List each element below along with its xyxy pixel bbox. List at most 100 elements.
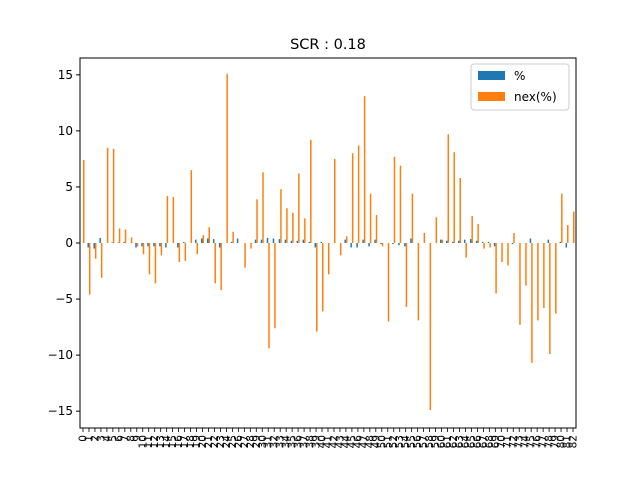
bar-nex-15	[172, 197, 175, 243]
bar-nex-31	[268, 243, 270, 349]
bar-nex-67	[483, 243, 485, 249]
x-tick-label: 16	[173, 435, 185, 449]
x-tick-label: 15	[167, 435, 179, 448]
legend-swatch-nex	[478, 92, 505, 101]
bar-nex-52	[393, 156, 396, 243]
bar-nex-12	[154, 243, 157, 284]
bar-nex-56	[417, 243, 420, 321]
bar-nex-36	[298, 173, 300, 243]
x-tick-label: 48	[364, 435, 376, 448]
legend-label-pct: %	[514, 69, 525, 83]
bar-pct-61	[446, 240, 448, 243]
bar-nex-46	[357, 145, 360, 243]
bar-nex-66	[477, 223, 479, 243]
bar-nex-27	[244, 243, 246, 268]
y-axis: −15 −10 −5 0 5 10 15	[48, 68, 80, 418]
bar-nex-41	[328, 243, 330, 275]
bar-nex-3	[100, 243, 103, 278]
bar-pct-21	[206, 238, 209, 243]
x-tick-label: 64	[460, 435, 472, 449]
x-tick-label: 3	[95, 435, 107, 442]
x-tick-label: 56	[412, 435, 424, 449]
bar-pct-72	[511, 243, 514, 245]
bar-pct-39	[314, 243, 317, 248]
x-tick-label: 12	[149, 435, 161, 448]
bar-pct-30	[260, 239, 263, 243]
y-tick-label: −15	[48, 404, 73, 418]
bar-pct-54	[404, 243, 406, 247]
x-axis: 0123456789101112131415161718192021222324…	[77, 428, 580, 449]
bar-pct-35	[290, 240, 293, 243]
x-tick-label: 18	[185, 435, 197, 448]
bar-pct-80	[559, 241, 562, 243]
bar-nex-68	[489, 243, 491, 248]
x-tick-label: 6	[113, 435, 125, 442]
bar-nex-62	[453, 152, 455, 243]
x-tick-label: 19	[191, 435, 203, 448]
x-tick-label: 25	[227, 435, 239, 448]
x-tick-label: 46	[352, 435, 364, 449]
bar-pct-14	[165, 243, 167, 248]
bar-pct-66	[475, 240, 478, 243]
bar-pct-19	[195, 239, 197, 243]
plot-frame	[79, 57, 577, 429]
y-tick-label: 5	[65, 180, 73, 194]
bar-pct-9	[135, 243, 137, 248]
x-tick-label: 55	[406, 435, 418, 448]
bar-nex-71	[507, 243, 509, 266]
bar-pct-53	[398, 243, 400, 246]
x-tick-label: 43	[334, 435, 346, 448]
bar-nex-40	[322, 243, 324, 312]
bar-nex-49	[375, 214, 378, 243]
bar-pct-26	[236, 238, 239, 243]
x-tick-label: 61	[442, 435, 454, 448]
x-tick-label: 8	[125, 435, 137, 442]
bar-nex-54	[405, 243, 408, 307]
y-tick-label: 0	[65, 236, 73, 250]
x-tick-label: 20	[197, 435, 209, 448]
bar-nex-18	[190, 170, 193, 243]
bar-nex-72	[513, 232, 515, 243]
bar-nex-29	[256, 199, 258, 243]
bar-nex-59	[435, 217, 438, 243]
y-tick-label: 10	[58, 124, 73, 138]
bar-pct-69	[493, 243, 496, 247]
bar-nex-70	[501, 243, 503, 263]
bar-pct-5	[111, 242, 113, 243]
bar-nex-14	[166, 195, 169, 243]
x-tick-label: 66	[472, 435, 484, 449]
bar-nex-37	[304, 218, 306, 243]
bar-nex-19	[196, 243, 199, 255]
bar-pct-33	[278, 239, 281, 243]
x-tick-label: 73	[514, 435, 526, 448]
bar-nex-4	[106, 147, 109, 243]
x-tick-label: 60	[436, 435, 448, 448]
x-tick-label: 0	[77, 435, 89, 442]
bars-group	[82, 73, 575, 411]
bar-pct-11	[147, 243, 149, 247]
x-tick-label: 45	[346, 435, 358, 448]
x-tick-label: 68	[484, 435, 496, 448]
bar-pct-6	[117, 242, 119, 243]
bar-nex-81	[567, 225, 569, 243]
x-tick-label: 11	[143, 435, 155, 448]
bar-pct-48	[368, 243, 370, 247]
bar-pct-75	[529, 238, 532, 243]
bar-pct-1	[87, 243, 89, 248]
y-tick-label: −5	[55, 292, 73, 306]
bar-nex-77	[543, 243, 545, 309]
x-tick-label: 44	[340, 435, 352, 449]
bar-pct-64	[463, 239, 466, 243]
bar-nex-42	[333, 158, 336, 243]
x-tick-label: 69	[490, 435, 502, 448]
bar-nex-21	[208, 227, 210, 243]
y-tick-label: −10	[48, 348, 73, 362]
x-tick-label: 2	[89, 435, 101, 442]
x-tick-label: 26	[233, 435, 245, 449]
bar-nex-75	[531, 243, 533, 363]
bar-nex-79	[555, 243, 557, 314]
chart-title: SCR : 0.18	[290, 37, 366, 53]
bar-pct-68	[487, 241, 490, 243]
bar-nex-20	[202, 235, 204, 243]
bar-nex-17	[184, 243, 187, 261]
